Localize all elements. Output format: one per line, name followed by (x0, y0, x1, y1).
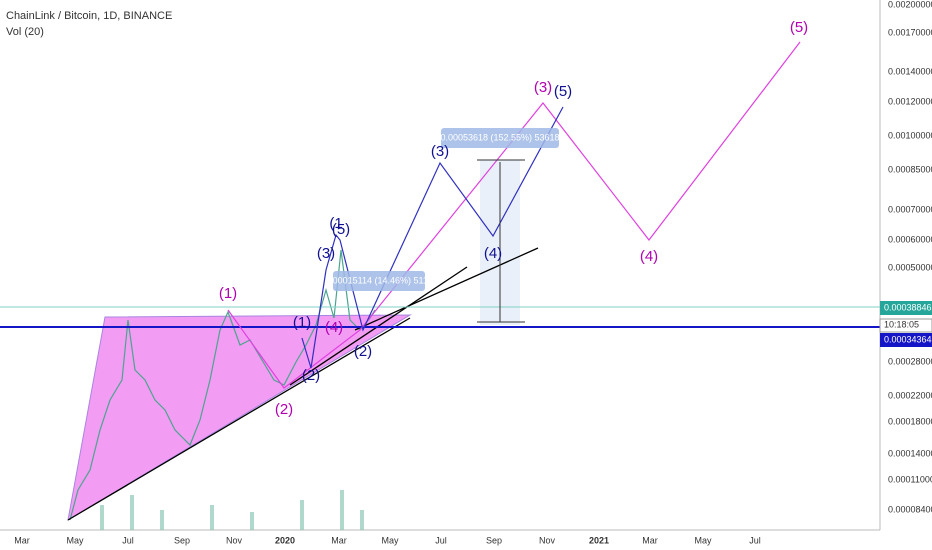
price-label: 0.00200000 (888, 0, 932, 9)
price-tag: 0.00034364 (884, 334, 932, 344)
trend-line (354, 247, 539, 331)
price-tag-bg (880, 301, 932, 315)
time-label: May (694, 535, 712, 545)
price-label: 0.00008400 (888, 504, 932, 514)
measure-box (333, 271, 425, 291)
price-label: 0.00120000 (888, 96, 932, 106)
price-tag: 0.00038846 (884, 302, 932, 312)
wave-label: (1 (329, 215, 342, 232)
time-label: Jul (122, 535, 134, 545)
price-label: 0.00085000 (888, 164, 932, 174)
time-label: May (381, 535, 399, 545)
time-label: Nov (539, 535, 556, 545)
blue-wave-path (301, 106, 564, 369)
wave-label: (1) (293, 314, 311, 331)
wave-label: (4) (325, 319, 343, 336)
indicator-label: Vol (20) (6, 26, 44, 38)
price-tag-bg (880, 333, 932, 347)
time-label: Sep (174, 535, 190, 545)
time-label: Mar (331, 535, 347, 545)
price-label: 0.00011000 (888, 474, 932, 484)
wave-label: (4) (640, 248, 658, 265)
price-label: 0.00018000 (888, 416, 932, 426)
wave-label: (5) (790, 19, 808, 36)
time-label: Jul (749, 535, 761, 545)
wave-label: (3) (317, 245, 335, 262)
time-label: Mar (642, 535, 658, 545)
measure-label: 0.00015114 (14.46%) 5114 (325, 275, 433, 285)
trend-line (67, 317, 411, 521)
price-label: 0.00100000 (888, 130, 932, 140)
wave-label: (4) (484, 245, 502, 262)
volume-bars (100, 490, 364, 530)
wave-label: (5) (554, 83, 572, 100)
wave-label: (3) (534, 79, 552, 96)
time-label: 2020 (275, 535, 295, 545)
price-label: 0.00050000 (888, 262, 932, 272)
wave-label: (1) (219, 285, 237, 302)
price-line (69, 249, 376, 521)
price-label: 0.00070000 (888, 204, 932, 214)
wave-label: (2) (275, 401, 293, 418)
measure-label: 0.00053618 (152.55%) 53618 (440, 132, 559, 142)
price-label: 0.00170000 (888, 27, 932, 37)
price-label: 0.00140000 (888, 66, 932, 76)
price-label: 0.00014000 (888, 448, 932, 458)
price-tag-bg (879, 318, 932, 333)
wave-label: (2) (302, 367, 320, 384)
wave-label: (3) (431, 143, 449, 160)
price-label: 0.00060000 (888, 234, 932, 244)
time-label: May (66, 535, 84, 545)
time-label: Sep (486, 535, 502, 545)
price-label: 0.00022000 (888, 390, 932, 400)
time-label: 2021 (589, 535, 609, 545)
time-label: Jul (435, 535, 447, 545)
purple-wave-path (227, 41, 801, 389)
time-label: Nov (226, 535, 243, 545)
price-label: 0.00028000 (888, 356, 932, 366)
chart-title: ChainLink / Bitcoin, 1D, BINANCE (6, 10, 172, 22)
wave-label: (5) (332, 221, 350, 238)
time-label: Mar (14, 535, 30, 545)
price-tag: 10:18:05 (884, 319, 919, 329)
wave-label: (2) (354, 343, 372, 360)
measure-box (441, 128, 559, 148)
